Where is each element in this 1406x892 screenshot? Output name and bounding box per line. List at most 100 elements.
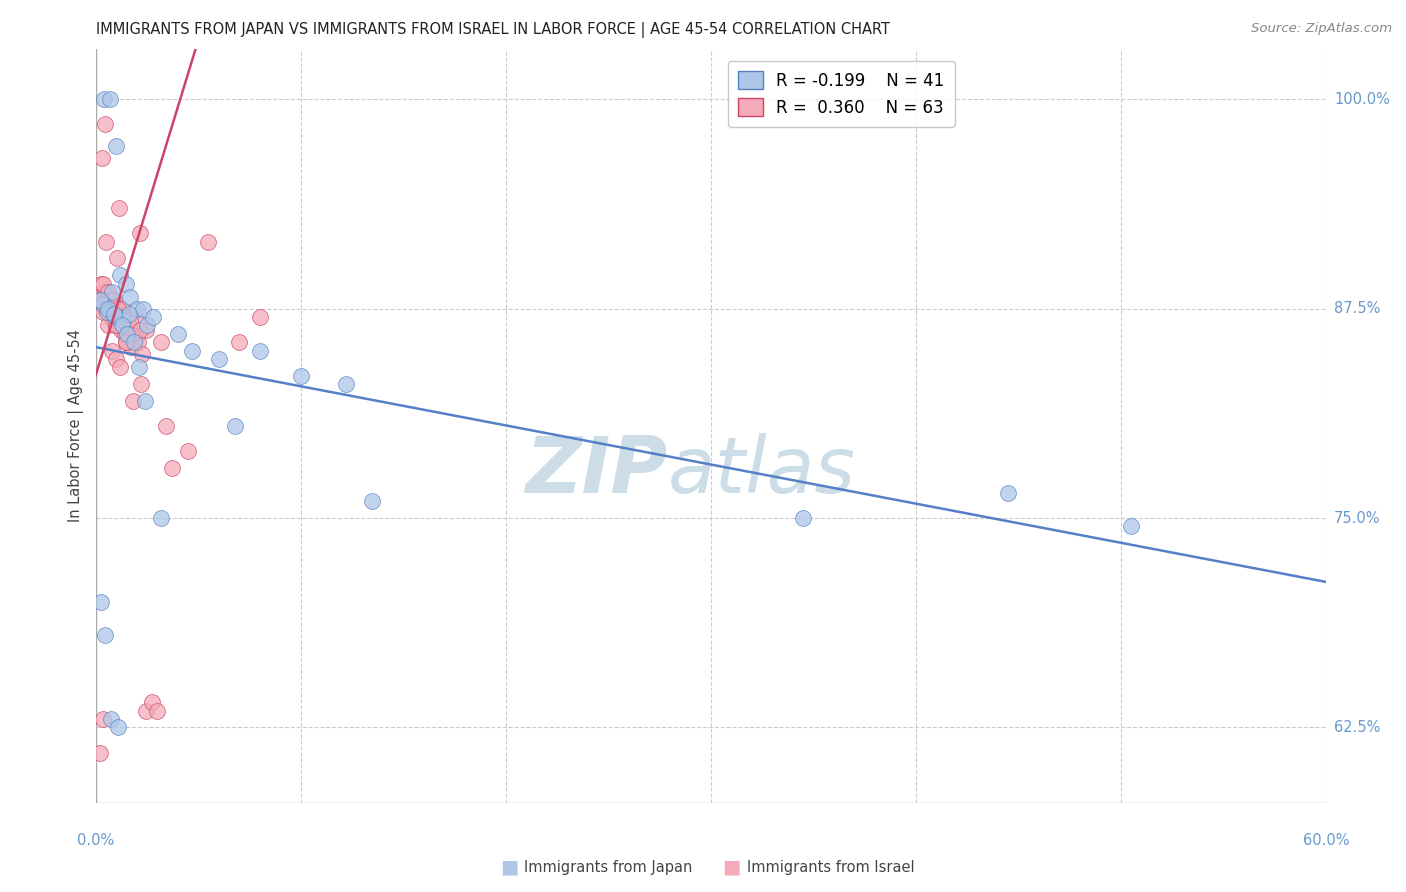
Point <box>166 326 188 341</box>
Point <box>150 335 173 350</box>
Point <box>997 486 1019 500</box>
Point <box>177 444 200 458</box>
Text: Source: ZipAtlas.com: Source: ZipAtlas.com <box>1251 22 1392 36</box>
Point <box>98 296 121 310</box>
Point <box>128 360 150 375</box>
Point <box>197 235 219 249</box>
Text: 62.5%: 62.5% <box>1334 720 1381 735</box>
Point <box>141 695 163 709</box>
Point <box>107 310 129 324</box>
Point <box>89 290 111 304</box>
Point <box>97 301 120 316</box>
Text: Immigrants from Israel: Immigrants from Israel <box>747 860 914 874</box>
Point <box>105 252 128 266</box>
Point <box>100 712 122 726</box>
Point <box>117 326 139 341</box>
Point <box>121 340 143 354</box>
Point <box>108 360 131 375</box>
Point <box>142 310 165 324</box>
Point <box>93 277 115 291</box>
Point <box>93 305 115 319</box>
Point <box>118 307 141 321</box>
Point <box>107 301 129 316</box>
Text: 100.0%: 100.0% <box>1334 92 1391 107</box>
Point <box>129 323 152 337</box>
Point <box>1119 519 1142 533</box>
Point <box>155 419 177 434</box>
Point <box>249 310 271 324</box>
Point <box>105 318 128 333</box>
Point <box>115 335 138 350</box>
Point <box>96 285 118 299</box>
Point <box>90 277 112 291</box>
Point <box>90 595 112 609</box>
Point <box>112 313 135 327</box>
Point <box>120 290 142 304</box>
Point <box>125 313 148 327</box>
Point <box>107 720 129 734</box>
Point <box>89 293 111 308</box>
Point <box>335 377 357 392</box>
Point <box>94 628 117 642</box>
Point <box>89 746 111 760</box>
Point <box>111 301 134 316</box>
Point <box>120 313 141 327</box>
Point <box>103 293 125 308</box>
Point <box>290 368 312 383</box>
Point <box>181 343 204 358</box>
Point <box>100 310 122 324</box>
Point <box>104 310 127 324</box>
Point <box>134 393 156 408</box>
Point <box>98 92 121 106</box>
Point <box>150 511 173 525</box>
Point <box>249 343 271 358</box>
Text: 0.0%: 0.0% <box>77 833 114 848</box>
Text: ZIP: ZIP <box>526 434 668 509</box>
Point <box>122 335 145 350</box>
Point <box>105 139 128 153</box>
Point <box>96 305 118 319</box>
Point <box>110 268 132 282</box>
Point <box>96 318 118 333</box>
Point <box>93 92 115 106</box>
Text: ■: ■ <box>499 857 519 877</box>
Point <box>108 201 131 215</box>
Point <box>101 313 124 327</box>
Text: 60.0%: 60.0% <box>1302 833 1350 848</box>
Point <box>127 335 149 350</box>
Point <box>94 235 117 249</box>
Point <box>162 460 184 475</box>
Point <box>103 313 125 327</box>
Point <box>132 301 155 316</box>
Point <box>121 393 143 408</box>
Text: 75.0%: 75.0% <box>1334 510 1381 525</box>
Point <box>115 277 138 291</box>
Point <box>91 712 114 726</box>
Point <box>97 301 120 316</box>
Point <box>104 351 127 366</box>
Point <box>128 227 150 241</box>
Point <box>125 301 148 316</box>
Text: Immigrants from Japan: Immigrants from Japan <box>524 860 693 874</box>
Point <box>94 285 117 299</box>
Point <box>135 704 157 718</box>
Point <box>112 310 135 324</box>
Legend: R = -0.199    N = 41, R =  0.360    N = 63: R = -0.199 N = 41, R = 0.360 N = 63 <box>728 62 955 127</box>
Text: 87.5%: 87.5% <box>1334 301 1381 316</box>
Point <box>120 326 141 341</box>
Point <box>90 151 112 165</box>
Point <box>101 285 124 299</box>
Point <box>90 293 112 308</box>
Point <box>124 330 146 344</box>
Point <box>792 511 814 525</box>
Point <box>94 301 117 316</box>
Point <box>100 293 122 308</box>
Text: ■: ■ <box>721 857 741 877</box>
Y-axis label: In Labor Force | Age 45-54: In Labor Force | Age 45-54 <box>69 329 84 523</box>
Point <box>117 335 139 350</box>
Point <box>100 343 122 358</box>
Point <box>131 347 153 361</box>
Point <box>228 335 250 350</box>
Point <box>110 323 132 337</box>
Point <box>135 318 157 333</box>
